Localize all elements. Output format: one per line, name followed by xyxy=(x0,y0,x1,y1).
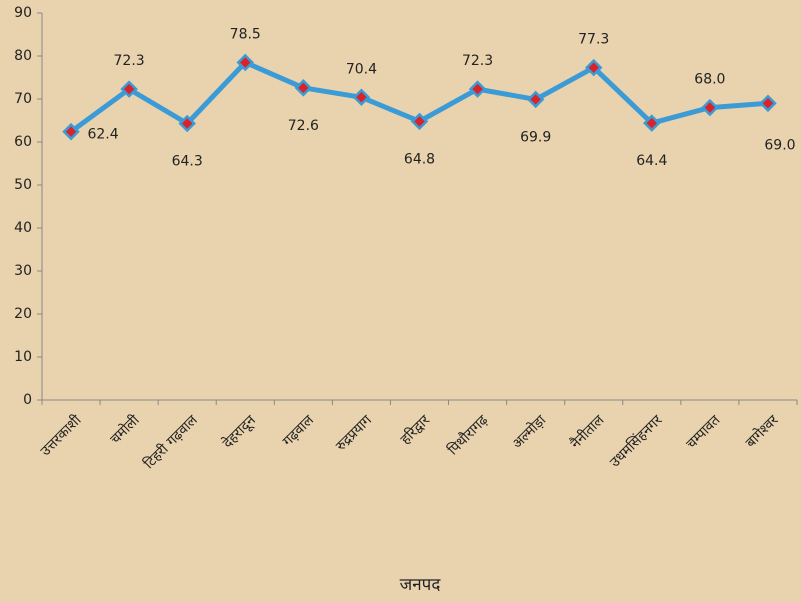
marker xyxy=(352,88,371,107)
y-tick-label: 20 xyxy=(14,306,32,322)
x-tick-label: गढ़वाल xyxy=(280,412,318,450)
marker xyxy=(178,114,196,133)
x-tick-label: चम्पावत xyxy=(683,412,724,453)
data-label: 62.4 xyxy=(87,127,118,143)
data-label: 70.4 xyxy=(346,61,377,77)
data-label: 78.5 xyxy=(230,26,261,42)
x-tick-label: चमोली xyxy=(107,411,143,447)
data-label: 64.4 xyxy=(636,153,667,169)
y-tick-label: 90 xyxy=(14,5,32,21)
y-tick-label: 70 xyxy=(14,91,32,107)
data-label: 64.8 xyxy=(404,151,435,167)
data-label: 72.6 xyxy=(288,118,319,134)
y-tick-label: 40 xyxy=(14,220,32,236)
y-tick-label: 80 xyxy=(14,48,32,64)
data-label: 77.3 xyxy=(578,32,609,48)
data-label: 69.0 xyxy=(764,137,795,153)
x-tick-label: उत्तरकाशी xyxy=(37,411,85,459)
marker xyxy=(759,94,777,113)
marker xyxy=(701,98,719,117)
marker xyxy=(584,58,603,77)
marker xyxy=(294,79,313,97)
x-tick-label: पिथौरागढ़ xyxy=(444,411,492,459)
x-tick-label: रुद्रप्रयाग xyxy=(333,412,376,455)
y-tick-label: 50 xyxy=(14,177,32,193)
x-tick-label: टिहरी गढ़वाल xyxy=(140,411,201,472)
data-label: 64.3 xyxy=(172,154,203,170)
x-tick-label: देहरादून xyxy=(219,411,260,452)
x-tick-label: नैनीताल xyxy=(567,411,608,452)
x-tick-label: उधमसिंहनगर xyxy=(606,411,665,470)
marker xyxy=(643,114,661,132)
y-tick-label: 0 xyxy=(23,392,32,408)
data-label: 72.3 xyxy=(114,53,145,69)
marker xyxy=(120,80,138,98)
data-label: 69.9 xyxy=(520,129,551,145)
y-tick-label: 10 xyxy=(14,349,32,365)
data-label: 72.3 xyxy=(462,53,493,69)
marker xyxy=(526,90,545,109)
marker xyxy=(468,80,487,98)
y-tick-label: 30 xyxy=(14,263,32,279)
x-tick-label: अल्मोड़ा xyxy=(509,411,550,452)
marker xyxy=(236,53,255,72)
marker xyxy=(410,112,429,131)
x-tick-label: हरिद्वार xyxy=(397,411,433,447)
y-tick-label: 60 xyxy=(14,134,32,150)
data-label: 68.0 xyxy=(694,72,725,88)
x-axis-label: जनपद xyxy=(400,575,442,595)
marker xyxy=(62,122,80,141)
x-tick-label: बागेश्वर xyxy=(742,411,782,451)
